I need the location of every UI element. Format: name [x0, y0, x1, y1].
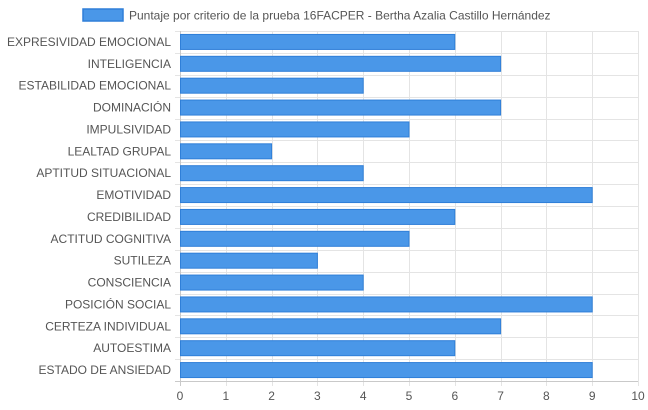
x-axis-labels: 0 1 2 3 4 5 6 7 8 9 10	[177, 389, 645, 403]
y-tick-label: APTITUD SITUACIONAL	[36, 166, 171, 180]
bar[interactable]	[180, 274, 364, 291]
x-tick-label: 9	[589, 389, 596, 403]
x-tick-label: 5	[406, 389, 413, 403]
y-tick-label: EXPRESIVIDAD EMOCIONAL	[7, 35, 171, 49]
bar[interactable]	[180, 230, 410, 247]
y-tick-label: CONSCIENCIA	[88, 276, 171, 290]
bar[interactable]	[180, 33, 456, 50]
x-tick-label: 1	[222, 389, 229, 403]
bar[interactable]	[180, 296, 593, 313]
legend: Puntaje por criterio de la prueba 16FACP…	[82, 8, 551, 23]
legend-swatch	[82, 8, 124, 22]
bar[interactable]	[180, 165, 364, 182]
bar[interactable]	[180, 340, 456, 357]
bar[interactable]	[180, 99, 502, 116]
y-tick-label: IMPULSIVIDAD	[86, 122, 171, 136]
y-tick-label: ACTITUD COGNITIVA	[51, 232, 171, 246]
x-tick-label: 0	[177, 389, 184, 403]
y-tick-label: CERTEZA INDIVIDUAL	[45, 319, 171, 333]
y-tick-label: ESTADO DE ANSIEDAD	[39, 363, 172, 377]
y-tick-label: CREDIBILIDAD	[87, 210, 171, 224]
gridlines	[175, 31, 639, 386]
bar[interactable]	[180, 362, 593, 379]
y-tick-label: SUTILEZA	[114, 254, 171, 268]
y-tick-label: DOMINACIÓN	[93, 100, 171, 115]
bar[interactable]	[180, 252, 318, 269]
x-tick-label: 6	[451, 389, 458, 403]
bar[interactable]	[180, 208, 456, 225]
y-tick-label: ESTABILIDAD EMOCIONAL	[19, 79, 172, 93]
y-tick-label: INTELIGENCIA	[88, 57, 171, 71]
bar[interactable]	[180, 143, 273, 160]
bar[interactable]	[180, 187, 593, 204]
y-tick-label: LEALTAD GRUPAL	[68, 144, 172, 158]
x-tick-label: 3	[314, 389, 321, 403]
bar[interactable]	[180, 318, 502, 335]
y-tick-label: EMOTIVIDAD	[96, 188, 171, 202]
bar[interactable]	[180, 55, 502, 72]
y-tick-label: POSICIÓN SOCIAL	[65, 296, 171, 311]
bar[interactable]	[180, 77, 364, 94]
x-tick-label: 8	[543, 389, 550, 403]
bar[interactable]	[180, 121, 410, 138]
x-tick-label: 4	[360, 389, 367, 403]
y-axis-labels: EXPRESIVIDAD EMOCIONAL INTELIGENCIA ESTABI…	[7, 35, 171, 377]
x-tick-label: 10	[631, 389, 645, 403]
x-tick-label: 7	[497, 389, 504, 403]
y-tick-label: AUTOESTIMA	[93, 341, 171, 355]
legend-label: Puntaje por criterio de la prueba 16FACP…	[129, 9, 551, 23]
bars	[180, 33, 593, 379]
x-tick-label: 2	[268, 389, 275, 403]
